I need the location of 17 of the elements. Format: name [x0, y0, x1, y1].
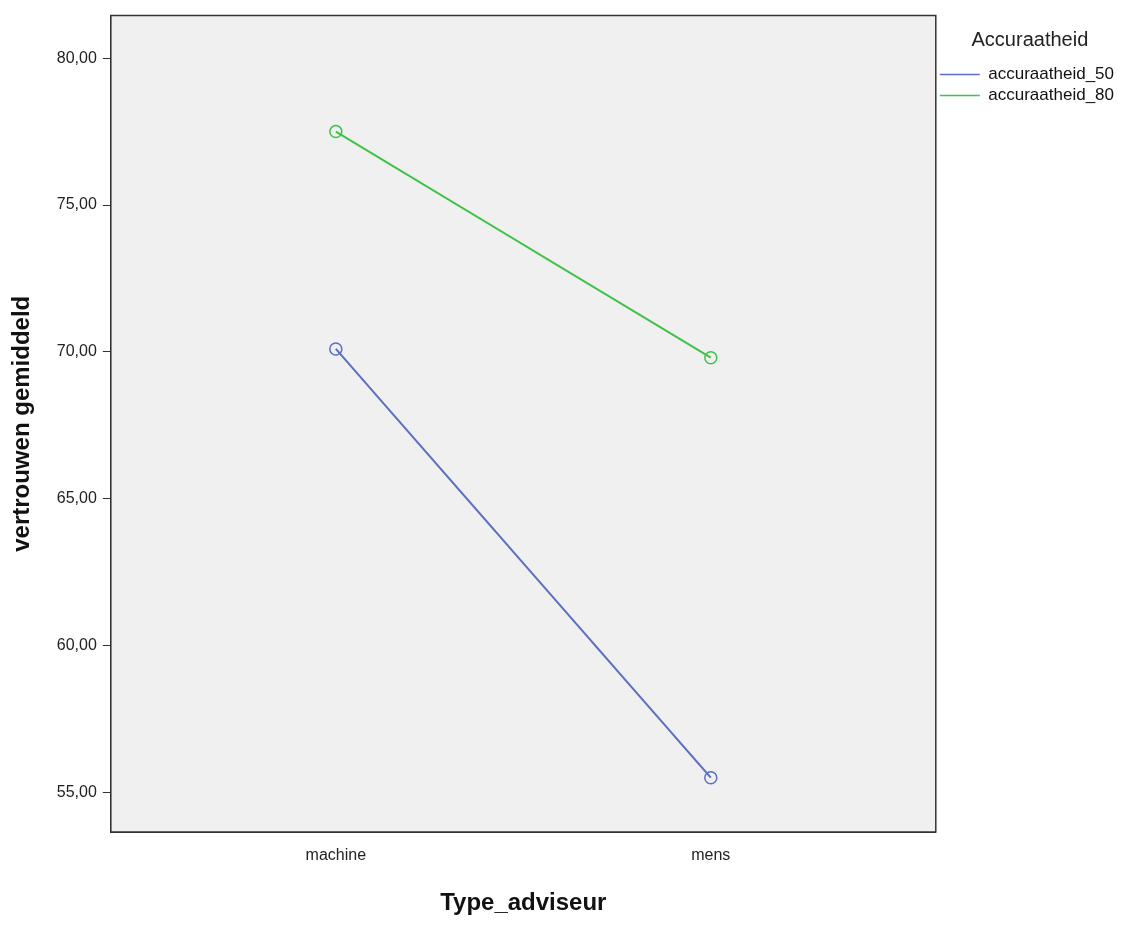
y-tick-label: 60,00	[56, 635, 97, 653]
y-tick-label: 70,00	[56, 342, 97, 360]
y-tick-label: 80,00	[56, 48, 97, 66]
y-tick-label: 75,00	[56, 195, 97, 213]
point	[704, 350, 718, 365]
y-tick-label: 65,00	[56, 489, 97, 507]
legend-title: Accuraatheid	[971, 27, 1089, 50]
y-tick-label: 55,00	[56, 782, 97, 800]
x-tick-label: mens	[691, 846, 731, 864]
point	[704, 770, 718, 785]
legend-label: accuraatheid_80	[988, 85, 1115, 105]
x-axis-title: Type_adviseur	[440, 888, 607, 916]
y-axis-title: vertrouwen gemiddeld	[7, 295, 35, 552]
point	[329, 342, 343, 356]
point	[329, 124, 343, 139]
x-tick-label: machine	[305, 846, 367, 864]
legend-label: accuraatheid_50	[988, 64, 1115, 84]
